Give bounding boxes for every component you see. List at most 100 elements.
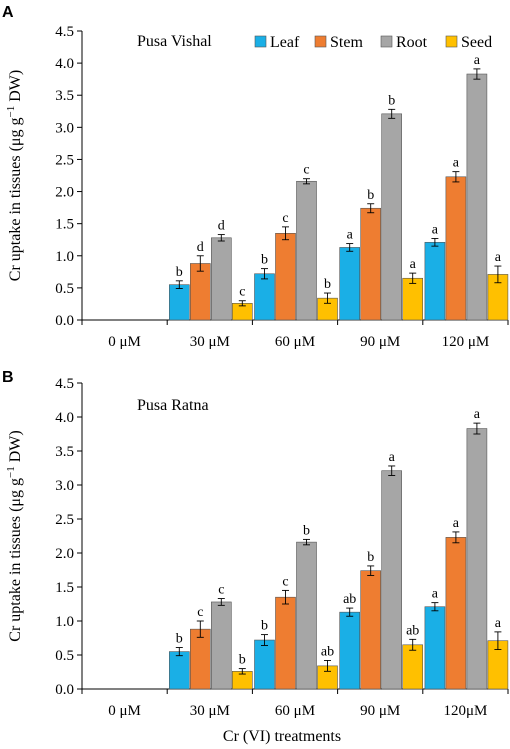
significance-label: b <box>367 188 374 203</box>
significance-label: c <box>303 163 309 178</box>
chart-subtitle: Pusa Ratna <box>137 397 209 414</box>
significance-label: b <box>324 277 331 292</box>
significance-label: a <box>432 587 439 602</box>
significance-label: ab <box>343 592 356 607</box>
significance-label: b <box>261 253 268 268</box>
bar-stem <box>190 628 211 690</box>
bar-root <box>211 601 232 690</box>
significance-label: d <box>218 219 225 234</box>
y-tick-label: 4.5 <box>55 24 74 40</box>
y-tick-label: 4.0 <box>55 56 74 72</box>
y-tick-label: 1.0 <box>55 249 74 265</box>
y-axis-title: Cr uptake in tissues (μg g−1 DW) <box>5 430 24 641</box>
significance-label: a <box>410 257 417 272</box>
y-tick-label: 0.0 <box>55 682 74 698</box>
bar-stem <box>190 263 211 321</box>
x-category-label: 90 μM <box>360 703 400 719</box>
y-tick-label: 3.5 <box>55 88 74 104</box>
significance-label: a <box>453 156 460 171</box>
bar-stem <box>360 207 382 321</box>
y-axis-title: Cr uptake in tissues (μg g−1 DW) <box>5 70 24 281</box>
bar-leaf <box>169 284 190 321</box>
y-tick-label: 3.0 <box>55 120 74 136</box>
y-axis-title-superscript: −1 <box>5 106 17 118</box>
significance-label: a <box>495 616 502 631</box>
significance-label: b <box>239 653 246 668</box>
bar-seed <box>402 644 424 690</box>
y-tick-label: 3.5 <box>55 444 74 460</box>
y-tick-label: 0.5 <box>55 648 74 664</box>
bar-leaf <box>254 273 275 321</box>
y-tick-label: 2.0 <box>55 185 74 201</box>
legend-swatch-seed <box>445 35 458 48</box>
y-tick-label: 1.5 <box>55 217 74 233</box>
significance-label: b <box>176 265 183 280</box>
significance-label: c <box>239 285 245 300</box>
significance-label: c <box>218 583 224 598</box>
bar-stem <box>275 233 296 321</box>
legend-swatch-leaf <box>254 35 267 48</box>
significance-label: a <box>453 516 460 531</box>
significance-label: a <box>474 407 481 422</box>
bar-leaf <box>424 606 446 690</box>
bar-leaf <box>339 247 361 321</box>
y-tick-label: 4.0 <box>55 410 74 426</box>
significance-label: b <box>388 93 395 108</box>
bar-stem <box>445 176 467 321</box>
significance-label: a <box>495 250 502 265</box>
legend-swatch-root <box>380 35 393 48</box>
bar-leaf <box>254 639 275 690</box>
x-category-label: 90 μM <box>360 334 400 350</box>
x-axis-title: Cr (VI) treatments <box>223 728 341 745</box>
y-tick-label: 2.5 <box>55 512 74 528</box>
significance-label: b <box>261 619 268 634</box>
x-category-label: 120μM <box>443 703 487 719</box>
x-category-label: 30 μM <box>190 703 230 719</box>
significance-label: d <box>197 240 204 255</box>
legend: Leaf Stem Root Seed <box>254 34 492 51</box>
significance-label: b <box>367 550 374 565</box>
x-category-label: 0 μM <box>108 334 141 350</box>
significance-label: ab <box>406 623 419 638</box>
bar-seed <box>402 277 424 321</box>
x-category-label: 120 μM <box>442 334 490 350</box>
bar-stem <box>445 537 467 690</box>
significance-label: c <box>282 574 288 589</box>
y-tick-label: 1.5 <box>55 580 74 596</box>
bar-root <box>381 113 403 321</box>
bar-leaf <box>339 611 361 690</box>
panel-letter-a: A <box>2 4 14 21</box>
y-tick-label: 3.0 <box>55 478 74 494</box>
x-category-label: 60 μM <box>275 703 315 719</box>
significance-label: a <box>347 228 354 243</box>
x-category-label: 0 μM <box>108 703 141 719</box>
legend-label-root: Root <box>396 34 428 51</box>
y-tick-label: 4.5 <box>55 376 74 392</box>
bar-stem <box>275 596 296 690</box>
significance-label: b <box>303 523 310 538</box>
y-axis-title-superscript: −1 <box>5 466 17 478</box>
y-axis-title-prefix: Cr uptake in tissues (μg g <box>7 478 24 642</box>
legend-label-leaf: Leaf <box>270 34 300 51</box>
bar-leaf <box>169 651 190 690</box>
chart-panel-b: 0.0 0.5 1.0 1.5 2.0 2.5 3.0 3.5 4.0 4.5 0 μM 30 μM 6… <box>5 376 509 719</box>
significance-label: a <box>432 222 439 237</box>
bar-root <box>211 237 232 321</box>
legend-label-stem: Stem <box>330 34 363 51</box>
y-tick-label: 1.0 <box>55 614 74 630</box>
panel-letter-b: B <box>2 369 14 386</box>
bar-leaf <box>424 241 446 321</box>
bar-root <box>381 470 403 690</box>
y-axis-title-suffix: DW) <box>7 70 24 106</box>
bar-root <box>296 180 317 321</box>
y-tick-label: 0.5 <box>55 281 74 297</box>
significance-label: ab <box>321 644 334 659</box>
legend-swatch-stem <box>314 35 327 48</box>
y-tick-label: 0.0 <box>55 313 74 329</box>
y-tick-label: 2.0 <box>55 546 74 562</box>
significance-label: c <box>197 605 203 620</box>
y-tick-label: 2.5 <box>55 152 74 168</box>
y-axis-title-suffix: DW) <box>7 430 24 466</box>
bar-root <box>296 541 317 690</box>
